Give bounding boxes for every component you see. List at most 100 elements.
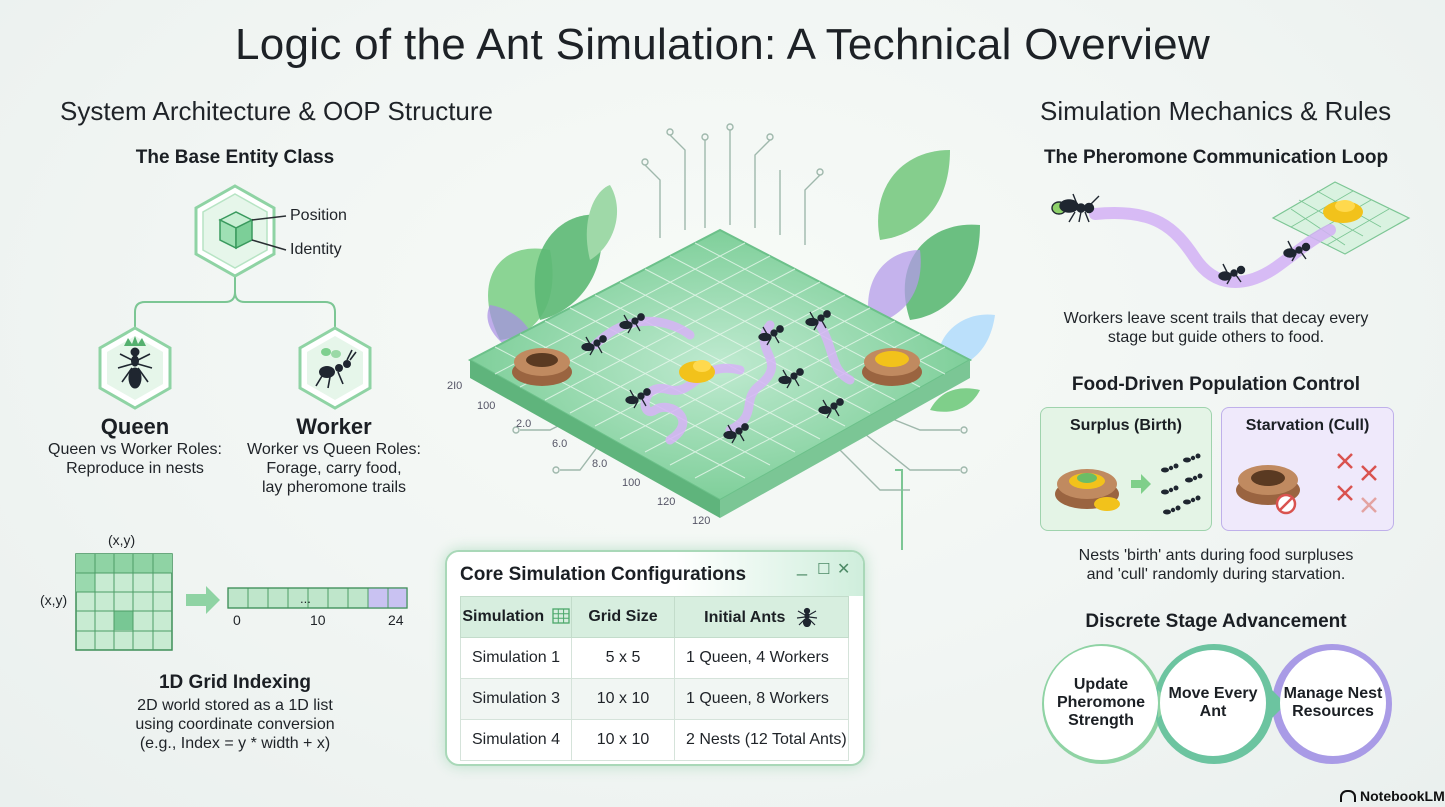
- grid-2d: [75, 553, 173, 651]
- table-header-row: Simulation Grid Size Initial Ants: [460, 596, 849, 638]
- board-label: 2I0: [447, 380, 463, 392]
- arrow-right-icon: [1131, 474, 1151, 494]
- simulation-board-illustration: [467, 123, 995, 550]
- base-entity-icon: [194, 184, 287, 278]
- cell-initial-ants: 2 Nests (12 Total Ants): [674, 719, 849, 761]
- ant-icon: [1163, 505, 1181, 515]
- board-label: 6.0: [552, 438, 568, 450]
- left-section-heading: System Architecture & OOP Structure: [60, 96, 494, 126]
- cross-icon: [1361, 465, 1377, 481]
- queen-ant-icon: [117, 347, 153, 389]
- cull-marks: [1337, 453, 1377, 513]
- list-tick-0: 0: [233, 612, 241, 628]
- ant-icon: [1185, 473, 1203, 483]
- hierarchy-connector-worker: [234, 291, 336, 330]
- config-window: Core Simulation Configurations _ ☐ ✕ Sim…: [445, 550, 865, 766]
- cell-simulation: Simulation 1: [460, 637, 572, 679]
- cross-icon: [1337, 453, 1353, 469]
- list-tick-24: 24: [388, 612, 404, 628]
- table-row: Simulation 4 10 x 10 2 Nests (12 Total A…: [460, 719, 849, 761]
- crown-icon: [124, 336, 146, 346]
- stage-manage-nest: Manage Nest Resources: [1280, 650, 1386, 756]
- food-grid-tile: [1271, 181, 1411, 255]
- leaves-left: [487, 185, 618, 360]
- board-label: 100: [622, 477, 641, 489]
- ant-icon: [778, 368, 804, 389]
- board-label: 8.0: [592, 458, 608, 470]
- ant-icon: [619, 313, 645, 334]
- cell-initial-ants: 1 Queen, 4 Workers: [674, 637, 849, 679]
- config-window-title: Core Simulation Configurations: [460, 564, 747, 585]
- population-description: Nests 'birth' ants during food surpluses…: [1078, 547, 1354, 583]
- hierarchy-connector-queen: [134, 275, 236, 330]
- cell-simulation: Simulation 3: [460, 678, 572, 720]
- nest-with-food-icon: [1055, 469, 1120, 511]
- ant-icon: [1183, 453, 1201, 463]
- table-row: Simulation 3 10 x 10 1 Queen, 8 Workers: [460, 678, 849, 720]
- class-hierarchy-diagram: [98, 184, 372, 410]
- xy-top-label: (x,y): [108, 532, 136, 548]
- circuit-lines: [520, 130, 960, 550]
- grid-indexing-description: 2D world stored as a 1D list using coordi…: [135, 697, 335, 752]
- board-label: 120: [692, 515, 711, 527]
- ant-icon: [1183, 495, 1201, 505]
- notebooklm-icon: [1340, 790, 1356, 802]
- cell-simulation: Simulation 4: [460, 719, 572, 761]
- surplus-box: Surplus (Birth): [1040, 407, 1212, 531]
- ant-icon: [1283, 240, 1311, 262]
- worker-title: Worker: [296, 414, 372, 439]
- config-window-header: Core Simulation Configurations _ ☐ ✕: [447, 552, 863, 596]
- ant-icon: [1161, 463, 1179, 473]
- list-1d: [227, 587, 408, 609]
- column-header-initial-ants: Initial Ants: [674, 596, 849, 638]
- ant-icon-lead: [1051, 193, 1100, 223]
- surplus-label: Surplus (Birth): [1070, 417, 1182, 434]
- worker-ant-icon: [315, 348, 357, 389]
- column-header-grid-size: Grid Size: [571, 596, 675, 638]
- nest-icon-right: [862, 348, 922, 386]
- ant-icon: [818, 398, 844, 419]
- list-tick-10: 10: [310, 612, 326, 628]
- ant-icon: [1218, 263, 1246, 285]
- arrow-right-icon: [186, 586, 220, 614]
- surplus-illustration: [1055, 453, 1203, 515]
- grid-indexing-title: 1D Grid Indexing: [158, 672, 312, 693]
- stage-update-pheromone: Update Pheromone Strength: [1044, 646, 1158, 760]
- grid-indexing-diagram: [75, 553, 408, 651]
- grid-icon: [551, 608, 570, 624]
- cell-grid-size: 10 x 10: [571, 719, 675, 761]
- xy-left-label: (x,y): [40, 592, 68, 608]
- close-icon[interactable]: ✕: [837, 561, 851, 578]
- cross-icon: [1337, 485, 1353, 501]
- ant-icon: [796, 607, 817, 628]
- maximize-icon[interactable]: ☐: [817, 561, 831, 578]
- queen-icon: [98, 326, 172, 410]
- page-title: Logic of the Ant Simulation: A Technical…: [234, 20, 1211, 69]
- list-ellipsis: ...: [300, 591, 311, 606]
- starvation-label: Starvation (Cull): [1245, 417, 1370, 434]
- cell-grid-size: 5 x 5: [571, 637, 675, 679]
- column-header-simulation: Simulation: [460, 596, 572, 638]
- starvation-illustration: [1236, 453, 1377, 515]
- base-entity-title: The Base Entity Class: [135, 147, 335, 168]
- pheromone-description: Workers leave scent trails that decay ev…: [1063, 310, 1369, 346]
- config-table: Simulation Grid Size Initial Ants Simula…: [460, 596, 849, 761]
- stage-move-ants: Move Every Ant: [1160, 650, 1266, 756]
- notebooklm-logo: NotebookLM: [1340, 788, 1445, 804]
- table-row: Simulation 1 5 x 5 1 Queen, 4 Workers: [460, 637, 849, 679]
- ant-icon: [625, 388, 651, 409]
- pheromone-loop-diagram: [1051, 181, 1411, 288]
- ant-icon: [581, 335, 607, 356]
- prohibited-icon: [1275, 493, 1297, 515]
- cell-initial-ants: 1 Queen, 8 Workers: [674, 678, 849, 720]
- board-label: 100: [477, 400, 496, 412]
- ants: [1051, 193, 1311, 285]
- pheromone-title: The Pheromone Communication Loop: [1043, 147, 1389, 168]
- board-label: 120: [657, 496, 676, 508]
- minimize-icon[interactable]: _: [797, 556, 808, 576]
- attr-identity-label: Identity: [290, 241, 342, 258]
- queen-description: Queen vs Worker Roles: Reproduce in nests: [48, 441, 222, 477]
- cube-icon: [218, 211, 254, 250]
- ants-group: [1161, 453, 1203, 515]
- right-section-heading: Simulation Mechanics & Rules: [1040, 96, 1392, 126]
